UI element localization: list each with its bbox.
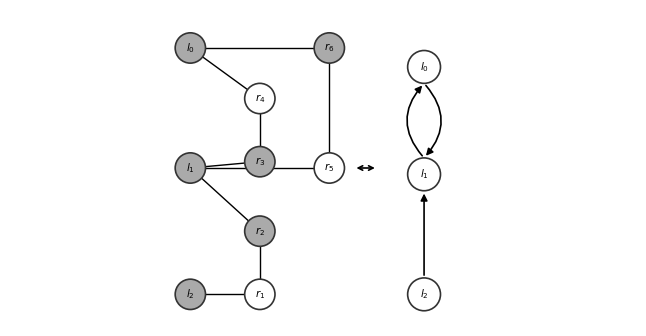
Text: $l_{2}$: $l_{2}$ [186, 287, 194, 301]
Circle shape [245, 279, 275, 309]
Text: $r_{5}$: $r_{5}$ [324, 162, 335, 174]
Circle shape [408, 50, 441, 83]
Text: $r_{3}$: $r_{3}$ [255, 155, 265, 168]
Circle shape [408, 158, 441, 191]
Circle shape [314, 33, 344, 63]
Text: $l_{2}$: $l_{2}$ [420, 287, 428, 301]
FancyArrowPatch shape [421, 195, 427, 275]
Circle shape [175, 279, 205, 309]
Circle shape [245, 216, 275, 246]
Circle shape [245, 146, 275, 177]
Text: $l_{0}$: $l_{0}$ [419, 60, 428, 74]
Text: $r_{2}$: $r_{2}$ [255, 225, 265, 238]
Text: $l_{0}$: $l_{0}$ [186, 41, 195, 55]
Text: $r_{6}$: $r_{6}$ [324, 42, 335, 54]
Circle shape [245, 83, 275, 114]
Circle shape [175, 33, 205, 63]
FancyArrowPatch shape [426, 85, 441, 154]
Text: $r_{1}$: $r_{1}$ [255, 288, 265, 301]
Circle shape [314, 153, 344, 183]
Circle shape [408, 278, 441, 311]
Text: $l_{1}$: $l_{1}$ [420, 167, 428, 181]
FancyArrowPatch shape [407, 87, 422, 156]
Text: $l_{1}$: $l_{1}$ [186, 161, 195, 175]
Text: $r_{4}$: $r_{4}$ [255, 92, 265, 105]
Circle shape [175, 153, 205, 183]
